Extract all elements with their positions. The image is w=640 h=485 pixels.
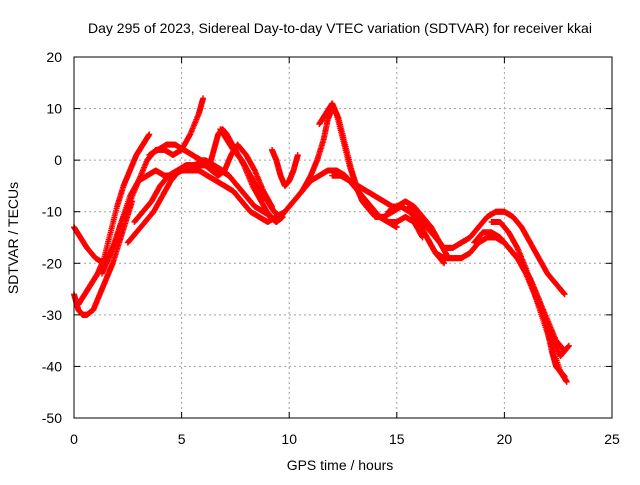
series-track-8	[189, 141, 275, 210]
x-tick-label: 0	[70, 431, 78, 447]
y-tick-label: 10	[46, 101, 62, 117]
y-axis-label: SDTVAR / TECUs	[5, 182, 21, 294]
y-tick-label: -40	[42, 358, 62, 374]
data-point	[561, 291, 568, 298]
data-points	[71, 95, 572, 385]
y-tick-label: -30	[42, 307, 62, 323]
data-point	[441, 260, 448, 267]
x-tick-label: 15	[389, 431, 405, 447]
y-tick-label: -50	[42, 410, 62, 426]
data-point	[294, 151, 301, 158]
series-track-10	[268, 146, 301, 189]
data-point	[563, 378, 570, 385]
data-point	[561, 373, 568, 380]
plot-border	[73, 56, 613, 419]
x-tick-label: 10	[281, 431, 297, 447]
data-point	[565, 342, 572, 349]
x-axis-label: GPS time / hours	[287, 457, 394, 473]
y-tick-label: -10	[42, 204, 62, 220]
x-tick-label: 20	[497, 431, 513, 447]
series-track-9	[217, 126, 284, 220]
x-tick-label: 5	[178, 431, 186, 447]
data-point	[200, 95, 207, 102]
grid	[74, 57, 612, 418]
axis-ticks: 0 5 10 15 20 25 -50 -40 -30 -20 -10 0 10 20	[42, 49, 620, 447]
y-tick-label: -20	[42, 255, 62, 271]
y-tick-label: 0	[54, 152, 62, 168]
data-point	[146, 131, 153, 138]
y-tick-label: 20	[46, 49, 62, 65]
series-track-19	[510, 249, 568, 380]
x-tick-label: 25	[604, 431, 620, 447]
series-track-3	[75, 131, 153, 308]
data-point	[393, 224, 400, 231]
chart-title: Day 295 of 2023, Sidereal Day-to-day VTE…	[88, 20, 592, 36]
series-track-14	[329, 172, 568, 298]
